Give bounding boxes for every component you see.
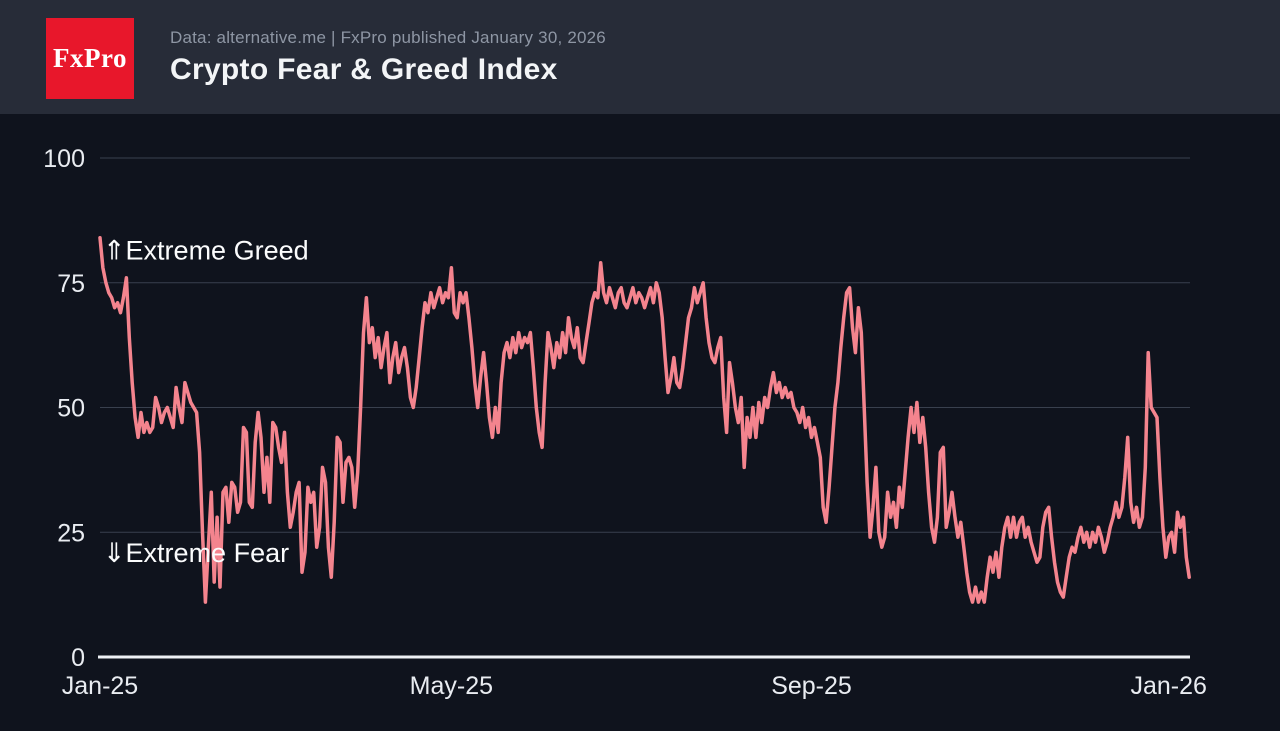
fear-greed-chart: 0 25 50 75 100 Jan-25 May-25 Sep-25 Jan-26 ⇑Extr… [43, 145, 1207, 700]
y-tick-label-25: 25 [57, 519, 85, 547]
page-title: Crypto Fear & Greed Index [170, 52, 558, 86]
fear-greed-index-line [98, 236, 1191, 604]
extreme-greed-annotation: ⇑Extreme Greed [103, 235, 309, 265]
chart-series-line [98, 236, 1191, 604]
x-tick-label-May-25: May-25 [410, 672, 493, 700]
chart-area: 0 25 50 75 100 Jan-25 May-25 Sep-25 Jan-26 ⇑Extr… [0, 114, 1280, 731]
chart-gridlines [98, 157, 1190, 659]
y-tick-label-0: 0 [71, 644, 85, 672]
y-tick-label-75: 75 [57, 270, 85, 298]
header-text-block: Data: alternative.me | FxPro published J… [170, 28, 606, 87]
fxpro-logo: FxPro [46, 18, 134, 99]
x-tick-label-Jan-25: Jan-25 [62, 672, 138, 700]
extreme-fear-annotation: ⇓Extreme Fear [103, 538, 289, 568]
y-tick-label-50: 50 [57, 395, 85, 423]
x-tick-label-Sep-25: Sep-25 [771, 672, 852, 700]
chart-annotations: ⇑Extreme Greed ⇓Extreme Fear [103, 235, 309, 568]
x-tick-label-Jan-26: Jan-26 [1130, 672, 1206, 700]
fxpro-logo-text: FxPro [53, 43, 127, 73]
y-tick-label-100: 100 [43, 145, 85, 173]
data-source-subtitle: Data: alternative.me | FxPro published J… [170, 27, 606, 47]
chart-axis-labels: 0 25 50 75 100 Jan-25 May-25 Sep-25 Jan-26 [43, 145, 1207, 700]
header-bar: FxPro Data: alternative.me | FxPro publi… [0, 0, 1280, 114]
